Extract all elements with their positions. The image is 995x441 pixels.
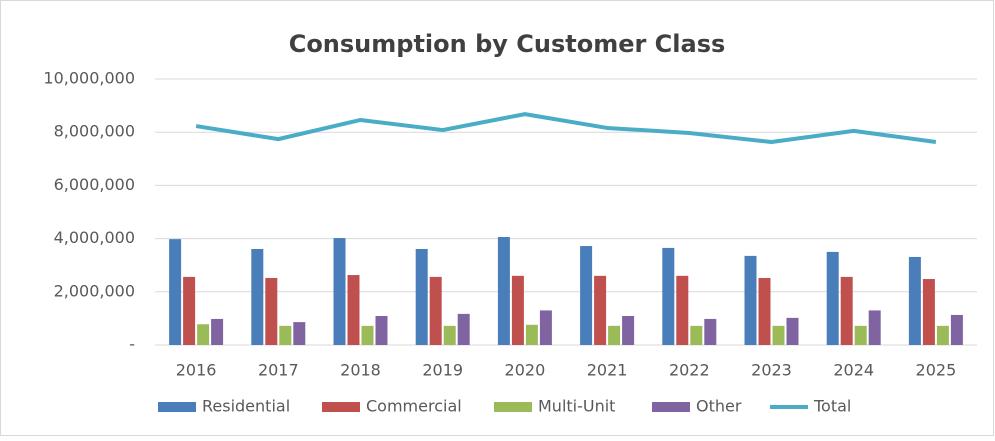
bar: [333, 238, 346, 345]
x-tick-label: 2020: [505, 361, 546, 380]
bar: [854, 325, 867, 345]
bar: [169, 239, 182, 345]
bar: [936, 325, 949, 345]
bar: [950, 314, 963, 345]
legend-label: Residential: [202, 397, 290, 416]
x-tick-label: 2022: [669, 361, 710, 380]
y-tick-label: 10,000,000: [43, 69, 135, 88]
bar: [744, 255, 757, 345]
legend-label: Multi-Unit: [538, 397, 615, 416]
x-tick-label: 2018: [340, 361, 381, 380]
x-tick-label: 2021: [587, 361, 628, 380]
bar: [772, 325, 785, 345]
bar: [840, 276, 853, 345]
bar: [704, 318, 717, 345]
bar: [375, 316, 388, 345]
bar: [826, 251, 839, 345]
x-tick-label: 2019: [422, 361, 463, 380]
bar: [511, 275, 524, 345]
bar: [525, 324, 538, 345]
bar: [608, 325, 621, 345]
bar: [662, 247, 675, 345]
y-tick-label: -: [129, 335, 135, 354]
bar: [197, 324, 210, 345]
x-tick-label: 2016: [176, 361, 217, 380]
bar: [347, 275, 360, 345]
bar: [922, 279, 935, 345]
x-tick-label: 2023: [751, 361, 792, 380]
bar: [279, 325, 292, 345]
bar: [457, 313, 470, 345]
bar: [183, 276, 196, 345]
bar: [622, 316, 635, 345]
bar: [539, 310, 552, 345]
y-tick-label: 6,000,000: [54, 175, 135, 194]
bar: [868, 310, 881, 345]
y-tick-label: 4,000,000: [54, 228, 135, 247]
y-tick-label: 8,000,000: [54, 122, 135, 141]
legend-label: Commercial: [366, 397, 462, 416]
x-tick-label: 2024: [833, 361, 874, 380]
bar: [594, 275, 607, 345]
x-tick-label: 2017: [258, 361, 299, 380]
chart-title: Consumption by Customer Class: [289, 30, 726, 58]
legend-swatch: [494, 402, 532, 412]
bar: [429, 276, 442, 345]
line: [195, 112, 937, 145]
bar: [758, 277, 771, 345]
legend-label: Total: [813, 397, 851, 416]
x-tick-label: 2025: [916, 361, 957, 380]
bar: [251, 248, 264, 345]
y-tick-label: 2,000,000: [54, 281, 135, 300]
bar: [676, 275, 689, 345]
legend-swatch: [322, 402, 360, 412]
bar: [786, 317, 799, 345]
bar: [690, 325, 703, 345]
legend-swatch: [158, 402, 196, 412]
bar: [211, 318, 224, 345]
bar: [908, 256, 921, 345]
bar: [497, 237, 510, 345]
bar: [265, 277, 278, 345]
bar: [580, 246, 593, 345]
bar: [415, 248, 428, 345]
legend-swatch: [652, 402, 690, 412]
bar: [443, 325, 456, 345]
bar: [293, 322, 306, 345]
legend-label: Other: [696, 397, 742, 416]
bar: [361, 325, 374, 345]
